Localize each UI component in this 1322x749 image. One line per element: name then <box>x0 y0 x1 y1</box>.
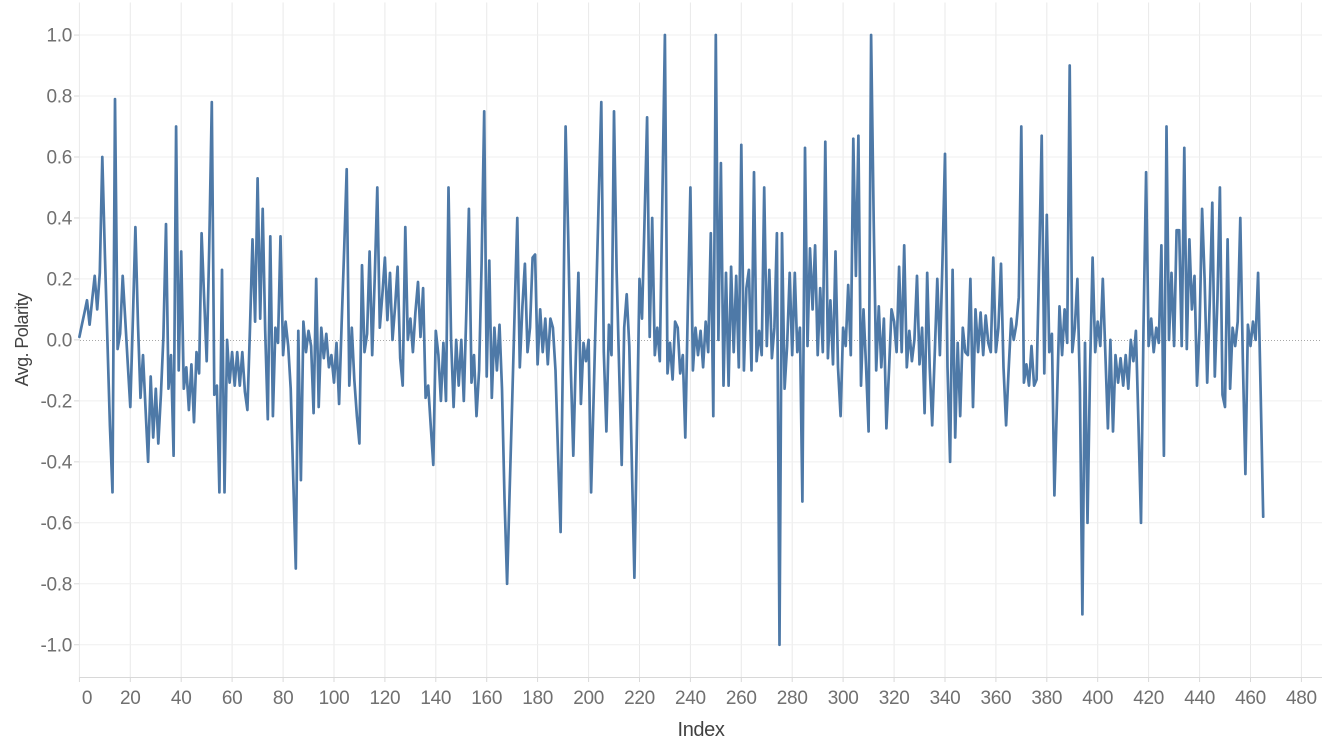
svg-text:80: 80 <box>273 688 294 709</box>
svg-text:-0.8: -0.8 <box>40 574 72 595</box>
svg-text:480: 480 <box>1286 688 1317 709</box>
svg-text:-0.2: -0.2 <box>40 391 72 412</box>
svg-text:0.6: 0.6 <box>46 147 72 168</box>
svg-text:140: 140 <box>420 688 451 709</box>
svg-text:40: 40 <box>171 688 192 709</box>
svg-text:240: 240 <box>675 688 706 709</box>
svg-text:220: 220 <box>624 688 655 709</box>
svg-text:-0.6: -0.6 <box>40 513 72 534</box>
svg-text:340: 340 <box>930 688 961 709</box>
svg-text:1.0: 1.0 <box>46 26 72 47</box>
svg-text:Index: Index <box>678 719 725 741</box>
svg-text:200: 200 <box>573 688 604 709</box>
svg-text:440: 440 <box>1184 688 1215 709</box>
svg-text:180: 180 <box>522 688 553 709</box>
svg-text:380: 380 <box>1031 688 1062 709</box>
svg-text:420: 420 <box>1133 688 1164 709</box>
svg-text:0.0: 0.0 <box>46 330 72 351</box>
svg-text:400: 400 <box>1082 688 1113 709</box>
svg-text:300: 300 <box>828 688 859 709</box>
svg-text:0.8: 0.8 <box>46 87 72 108</box>
svg-text:260: 260 <box>726 688 757 709</box>
svg-text:0.4: 0.4 <box>46 208 72 229</box>
svg-text:60: 60 <box>222 688 243 709</box>
svg-text:100: 100 <box>319 688 350 709</box>
svg-text:0: 0 <box>82 688 92 709</box>
svg-text:-1.0: -1.0 <box>40 635 72 656</box>
svg-text:20: 20 <box>120 688 141 709</box>
svg-text:360: 360 <box>980 688 1011 709</box>
svg-text:320: 320 <box>879 688 910 709</box>
svg-text:280: 280 <box>777 688 808 709</box>
svg-text:0.2: 0.2 <box>46 269 72 290</box>
svg-text:160: 160 <box>471 688 502 709</box>
svg-text:460: 460 <box>1235 688 1266 709</box>
svg-text:120: 120 <box>369 688 400 709</box>
svg-text:-0.4: -0.4 <box>40 452 72 473</box>
svg-text:Avg. Polarity: Avg. Polarity <box>12 293 32 387</box>
